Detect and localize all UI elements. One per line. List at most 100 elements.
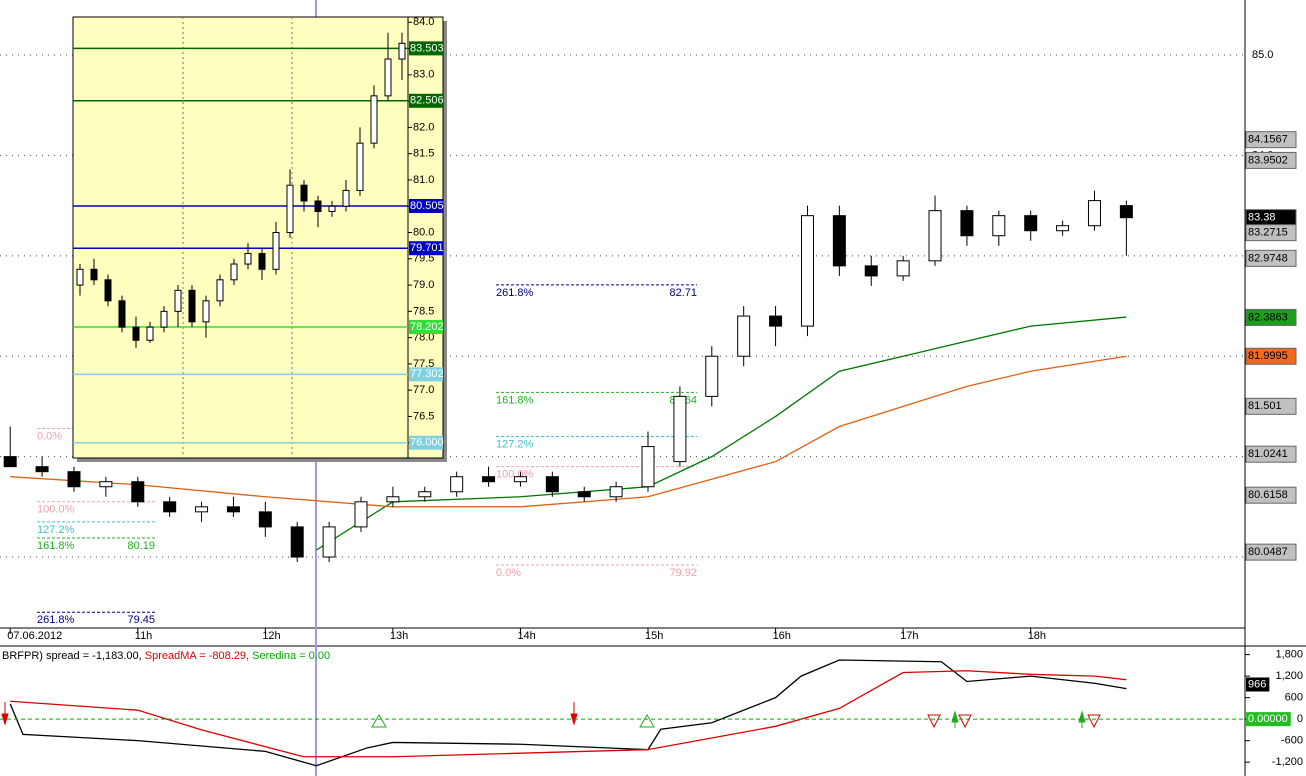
candle-body: [322, 526, 336, 558]
y-tick-label: 1,200: [1275, 670, 1303, 682]
fib-label: 127.2%: [496, 438, 534, 450]
fib-label: 127.2%: [37, 524, 75, 536]
main-panel: 80.081.082.083.084.085.007.06.201211h12h…: [0, 49, 1297, 642]
price-label: 82.3863: [1248, 311, 1288, 323]
y-tick-label: -600: [1281, 735, 1303, 747]
price-label-box: [1245, 151, 1297, 169]
candle-body: [609, 486, 623, 498]
level-label: 79.701: [410, 242, 444, 254]
price-label: 81.9995: [1248, 350, 1288, 362]
fib-label: 0.0%: [37, 430, 62, 442]
level-box: [409, 241, 443, 256]
candle-body: [1024, 215, 1038, 232]
legend-entry: SpreadMA = -808.29,: [145, 650, 249, 662]
x-tick-label: 11h: [135, 630, 153, 642]
x-tick-label: 15h: [645, 630, 663, 642]
candle-body: [290, 526, 304, 558]
price-label: 81.501: [1248, 400, 1282, 412]
candle-body: [286, 184, 294, 234]
y-tick-label: 79.0: [413, 279, 434, 291]
price-label: 80.6158: [1248, 489, 1288, 501]
y-tick-label: 76.5: [413, 410, 434, 422]
level-label: 78.202: [410, 321, 444, 333]
price-label-box: [1245, 249, 1297, 267]
price-label: 84.1567: [1248, 134, 1288, 146]
series-line: [9, 659, 1127, 767]
candle-body: [1056, 225, 1070, 232]
y-tick-label: 77.5: [413, 358, 434, 370]
candle-body: [737, 315, 751, 357]
value-box: [1246, 712, 1291, 727]
candle-body: [3, 456, 17, 468]
candle-body: [384, 58, 392, 97]
value-box-label: 0.00000: [1248, 713, 1288, 725]
x-tick-label: 17h: [900, 630, 918, 642]
series-line: [10, 670, 1127, 758]
price-label-box: [1245, 445, 1297, 463]
y-tick-label: -1,200: [1272, 756, 1303, 768]
y-tick-label: 82.0: [413, 121, 434, 133]
candle-body: [132, 326, 140, 341]
candle-body: [99, 481, 113, 488]
x-tick-label: 12h: [262, 630, 280, 642]
price-label: 83.38: [1248, 212, 1276, 224]
candle-body: [386, 496, 400, 503]
price-label-box: [1245, 131, 1297, 149]
candle-body: [188, 289, 196, 323]
y-tick-label: 600: [1285, 692, 1303, 704]
x-tick-label: 13h: [390, 630, 408, 642]
candle-body: [76, 268, 84, 286]
candle-body: [272, 232, 280, 270]
signal-triangle: [639, 714, 655, 728]
candle-body: [960, 210, 974, 237]
candle-body: [1119, 205, 1133, 219]
candle-body: [673, 395, 687, 463]
y-tick-label: 0: [1297, 713, 1303, 725]
price-label: 83.9502: [1248, 154, 1288, 166]
candle-body: [832, 215, 846, 267]
value-box-label: 966: [1248, 678, 1266, 690]
y-tick-label: 83.0: [413, 69, 434, 81]
indicator-panel: BRFPR) spread = -1,183.00, SpreadMA = -8…: [0, 649, 1303, 768]
price-label-box: [1245, 308, 1297, 326]
candle-body: [577, 491, 591, 498]
candle-body: [118, 300, 126, 328]
candle-body: [146, 326, 154, 341]
candle-body: [258, 511, 272, 528]
candle-body: [131, 481, 145, 503]
candle-body: [370, 95, 378, 144]
indicator-legend: BRFPR) spread = -1,183.00, SpreadMA = -8…: [2, 650, 330, 662]
x-tick-label: 16h: [773, 630, 791, 642]
y-tick-label: 1,800: [1275, 649, 1303, 661]
price-label-box: [1245, 224, 1297, 242]
fib-label: 161.8%: [496, 394, 534, 406]
price-label-box: [1245, 543, 1297, 561]
fib-label: 261.8%: [37, 614, 75, 626]
candle-body: [328, 205, 336, 212]
level-box: [409, 435, 443, 450]
candle-body: [314, 200, 322, 212]
level-label: 83.503: [410, 42, 444, 54]
y-tick-label: 79.5: [413, 253, 434, 265]
candle-body: [482, 476, 496, 483]
candle-body: [513, 476, 527, 483]
candle-body: [641, 446, 655, 488]
candle-body: [195, 506, 209, 513]
level-label: 80.505: [410, 200, 444, 212]
signal-arrow: [951, 710, 1086, 728]
fib-label: 161.8%: [37, 540, 75, 552]
fib-label: 261.8%: [496, 287, 534, 299]
x-tick-label: 18h: [1028, 630, 1046, 642]
candle-body: [67, 471, 81, 488]
legend-entry: BRFPR) spread = -1,183.00,: [2, 650, 142, 662]
candle-body: [896, 260, 910, 277]
candle-body: [216, 279, 224, 302]
level-box: [409, 320, 443, 335]
y-tick-label: 85.0: [1252, 49, 1273, 61]
fib-price: 79.45: [127, 614, 155, 626]
moving-average: [10, 355, 1127, 508]
y-tick-label: 84.0: [413, 16, 434, 28]
fib-price: 82.71: [669, 287, 697, 299]
candle-body: [356, 142, 364, 191]
